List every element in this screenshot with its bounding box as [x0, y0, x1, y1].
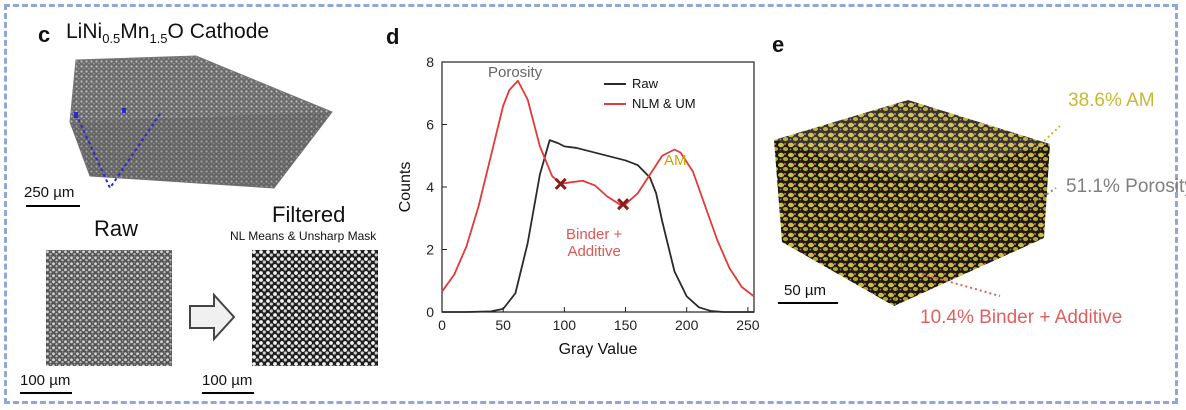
legend-label-1: NLM & UM: [632, 96, 696, 111]
segmented-3d-volume: [774, 100, 1050, 307]
filter-caption: NL Means & Unsharp Mask: [230, 229, 377, 243]
y-tick-label-0: 0: [426, 304, 434, 320]
porosity-fraction-label: 51.1% Porosity: [1066, 176, 1186, 197]
y-tick-label-4: 8: [426, 56, 434, 70]
y-tick-label-2: 4: [426, 179, 434, 195]
series-line-1: [441, 79, 755, 298]
filtered-micrograph: [252, 250, 378, 366]
x-tick-label-1: 50: [495, 317, 511, 333]
y-axis-label: Counts: [397, 162, 414, 213]
arrow-icon: [189, 292, 236, 342]
scale-bar-e: [778, 302, 838, 304]
histogram-chart: 0 50 100 150 200 250 0 2 4 6 8 Gray Value Counts Raw N…: [397, 56, 760, 358]
threshold-marker-1: [617, 198, 630, 211]
x-tick-label-4: 200: [675, 317, 699, 333]
scale-label-top: 250 µm: [24, 184, 75, 201]
cathode-3d-volume: [69, 55, 333, 191]
y-tick-label-1: 2: [426, 242, 434, 258]
threshold-marker-0: [554, 177, 567, 190]
raw-micrograph: [46, 250, 172, 366]
scale-bar-right: [202, 392, 254, 394]
panel-e-letter: e: [772, 32, 785, 57]
x-tick-label-0: 0: [438, 317, 446, 333]
panel-c-title: LiNi0.5Mn1.5O Cathode: [66, 20, 270, 47]
x-tick-label-5: 250: [736, 317, 760, 333]
x-tick-label-2: 100: [553, 317, 577, 333]
scale-label-e: 50 µm: [784, 282, 826, 299]
x-axis-label: Gray Value: [559, 341, 638, 358]
scale-label-right: 100 µm: [202, 372, 253, 389]
y-tick-label-3: 6: [426, 117, 434, 133]
binder-leader-line: [921, 273, 1001, 297]
scale-bar-top: [26, 205, 80, 207]
scale-label-left: 100 µm: [20, 372, 71, 389]
figure-frame: [4, 4, 1178, 404]
binder-fraction-label: 10.4% Binder + Additive: [920, 307, 1123, 328]
panel-c-letter: c: [38, 22, 51, 47]
am-fraction-label: 38.6% AM: [1068, 90, 1155, 111]
leader-lines: [1025, 125, 1061, 209]
legend-label-0: Raw: [632, 76, 659, 91]
porosity-annotation: Porosity: [488, 64, 543, 81]
filtered-label: Filtered: [272, 202, 346, 227]
raw-label: Raw: [94, 216, 139, 241]
scale-bar-left: [20, 392, 72, 394]
am-annotation: AM: [664, 152, 687, 169]
x-tick-label-3: 150: [614, 317, 638, 333]
binder-annotation: Binder + Additive: [566, 226, 623, 260]
panel-d-letter: d: [386, 24, 400, 49]
